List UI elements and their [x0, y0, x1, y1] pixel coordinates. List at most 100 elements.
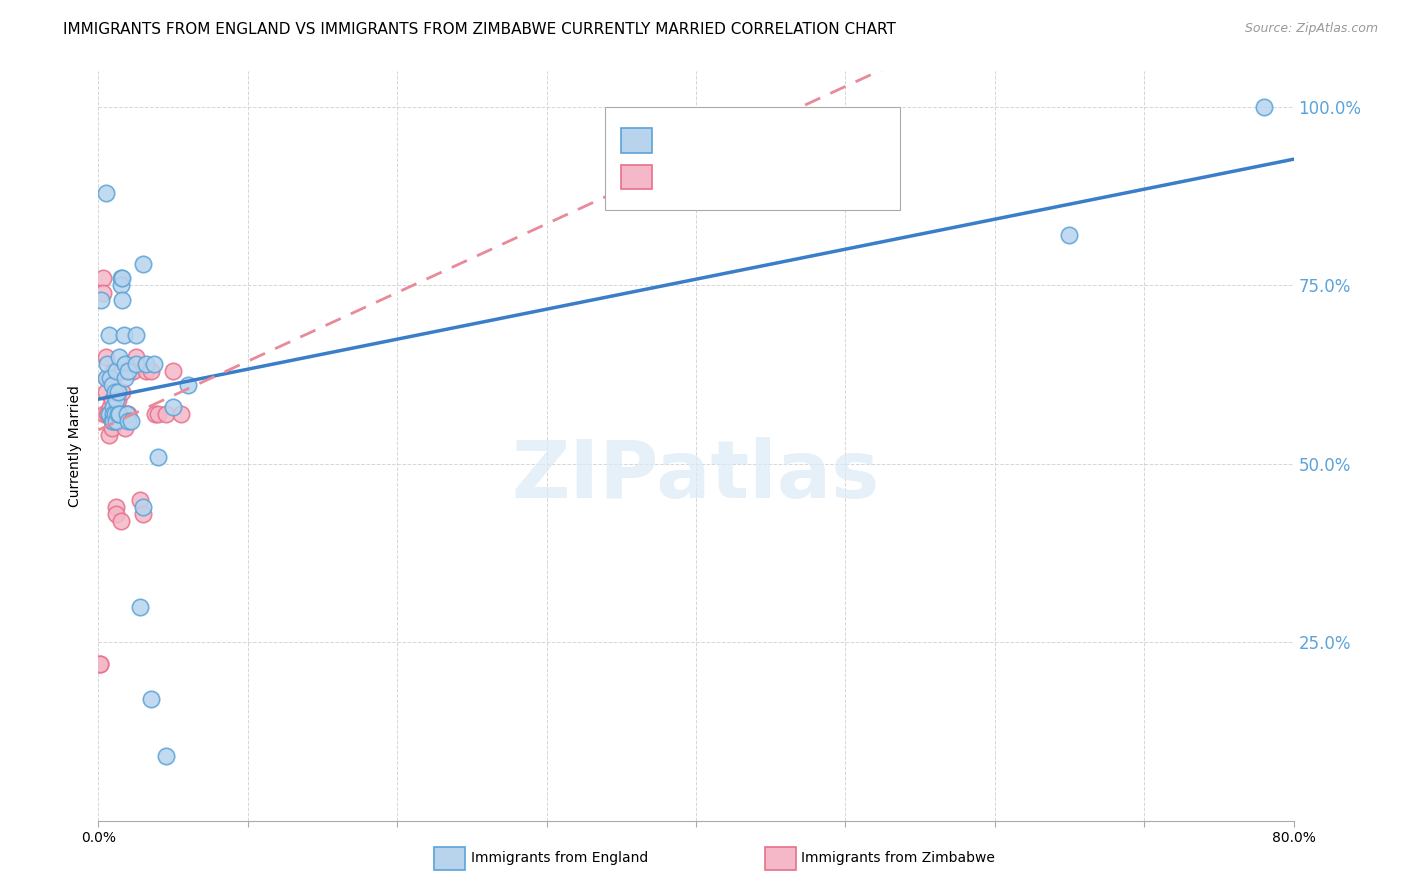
Point — [108, 350, 131, 364]
Point — [94, 350, 117, 364]
Point — [94, 186, 117, 200]
Text: 44: 44 — [797, 168, 821, 186]
Point — [101, 378, 124, 392]
Text: 0.477: 0.477 — [696, 131, 749, 149]
Point — [111, 271, 134, 285]
Text: Immigrants from Zimbabwe: Immigrants from Zimbabwe — [801, 851, 995, 865]
Point — [114, 421, 136, 435]
Point — [117, 414, 139, 428]
Point — [125, 350, 148, 364]
Point — [98, 407, 122, 421]
Point — [111, 293, 134, 307]
Point — [103, 364, 125, 378]
Point — [125, 328, 148, 343]
Point — [115, 407, 138, 421]
Point — [132, 257, 155, 271]
Point — [97, 328, 120, 343]
Point — [103, 400, 125, 414]
Text: IMMIGRANTS FROM ENGLAND VS IMMIGRANTS FROM ZIMBABWE CURRENTLY MARRIED CORRELATIO: IMMIGRANTS FROM ENGLAND VS IMMIGRANTS FR… — [63, 22, 896, 37]
Point — [104, 385, 127, 400]
Point — [162, 364, 184, 378]
Point — [114, 357, 136, 371]
Point — [120, 364, 142, 378]
Point — [1059, 228, 1081, 243]
Point — [1253, 100, 1275, 114]
Point — [96, 357, 118, 371]
Text: R =: R = — [658, 168, 689, 186]
Point — [89, 657, 111, 671]
Point — [114, 371, 136, 385]
Y-axis label: Currently Married: Currently Married — [69, 385, 83, 507]
Point — [103, 378, 125, 392]
Point — [89, 657, 111, 671]
Point — [101, 421, 124, 435]
Point — [111, 385, 134, 400]
Point — [162, 400, 184, 414]
Point — [108, 407, 131, 421]
Point — [98, 371, 122, 385]
Point — [105, 500, 128, 514]
Point — [125, 357, 148, 371]
Point — [148, 450, 170, 464]
Point — [103, 407, 125, 421]
Point — [107, 407, 129, 421]
Point — [117, 364, 139, 378]
Point — [91, 285, 114, 300]
Point — [94, 371, 117, 385]
Point — [112, 328, 135, 343]
Point — [105, 392, 128, 407]
Point — [129, 492, 152, 507]
Point — [108, 414, 131, 428]
Point — [135, 357, 157, 371]
Text: Source: ZipAtlas.com: Source: ZipAtlas.com — [1244, 22, 1378, 36]
Text: N =: N = — [759, 168, 790, 186]
Text: 46: 46 — [797, 131, 820, 149]
Point — [96, 407, 118, 421]
Point — [104, 407, 127, 421]
Point — [115, 407, 138, 421]
Point — [169, 407, 191, 421]
Point — [121, 364, 143, 378]
Text: R =: R = — [658, 131, 689, 149]
Point — [90, 293, 112, 307]
Point — [110, 514, 132, 528]
Point — [105, 364, 128, 378]
Point — [105, 507, 128, 521]
Point — [91, 271, 114, 285]
Point — [132, 500, 155, 514]
Point — [107, 385, 129, 400]
Point — [101, 414, 124, 428]
Point — [94, 385, 117, 400]
Point — [97, 407, 120, 421]
Point — [110, 364, 132, 378]
Point — [105, 414, 128, 428]
Text: N =: N = — [759, 131, 790, 149]
Point — [142, 357, 165, 371]
Point — [111, 364, 134, 378]
Point — [107, 407, 129, 421]
Point — [97, 407, 120, 421]
Text: ZIPatlas: ZIPatlas — [512, 437, 880, 515]
Point — [104, 407, 127, 421]
Point — [112, 407, 135, 421]
Point — [101, 392, 124, 407]
Point — [110, 271, 132, 285]
Point — [129, 599, 152, 614]
Point — [135, 364, 157, 378]
Point — [155, 407, 177, 421]
Point — [120, 414, 142, 428]
Point — [104, 414, 127, 428]
Point — [107, 392, 129, 407]
Point — [132, 507, 155, 521]
Point — [97, 428, 120, 442]
Point — [110, 278, 132, 293]
Point — [96, 371, 118, 385]
Point — [139, 364, 162, 378]
Point — [139, 692, 162, 706]
Point — [177, 378, 200, 392]
Text: 0.182: 0.182 — [696, 168, 748, 186]
Point — [117, 407, 139, 421]
Point — [103, 414, 125, 428]
Text: Immigrants from England: Immigrants from England — [471, 851, 648, 865]
Point — [143, 407, 166, 421]
